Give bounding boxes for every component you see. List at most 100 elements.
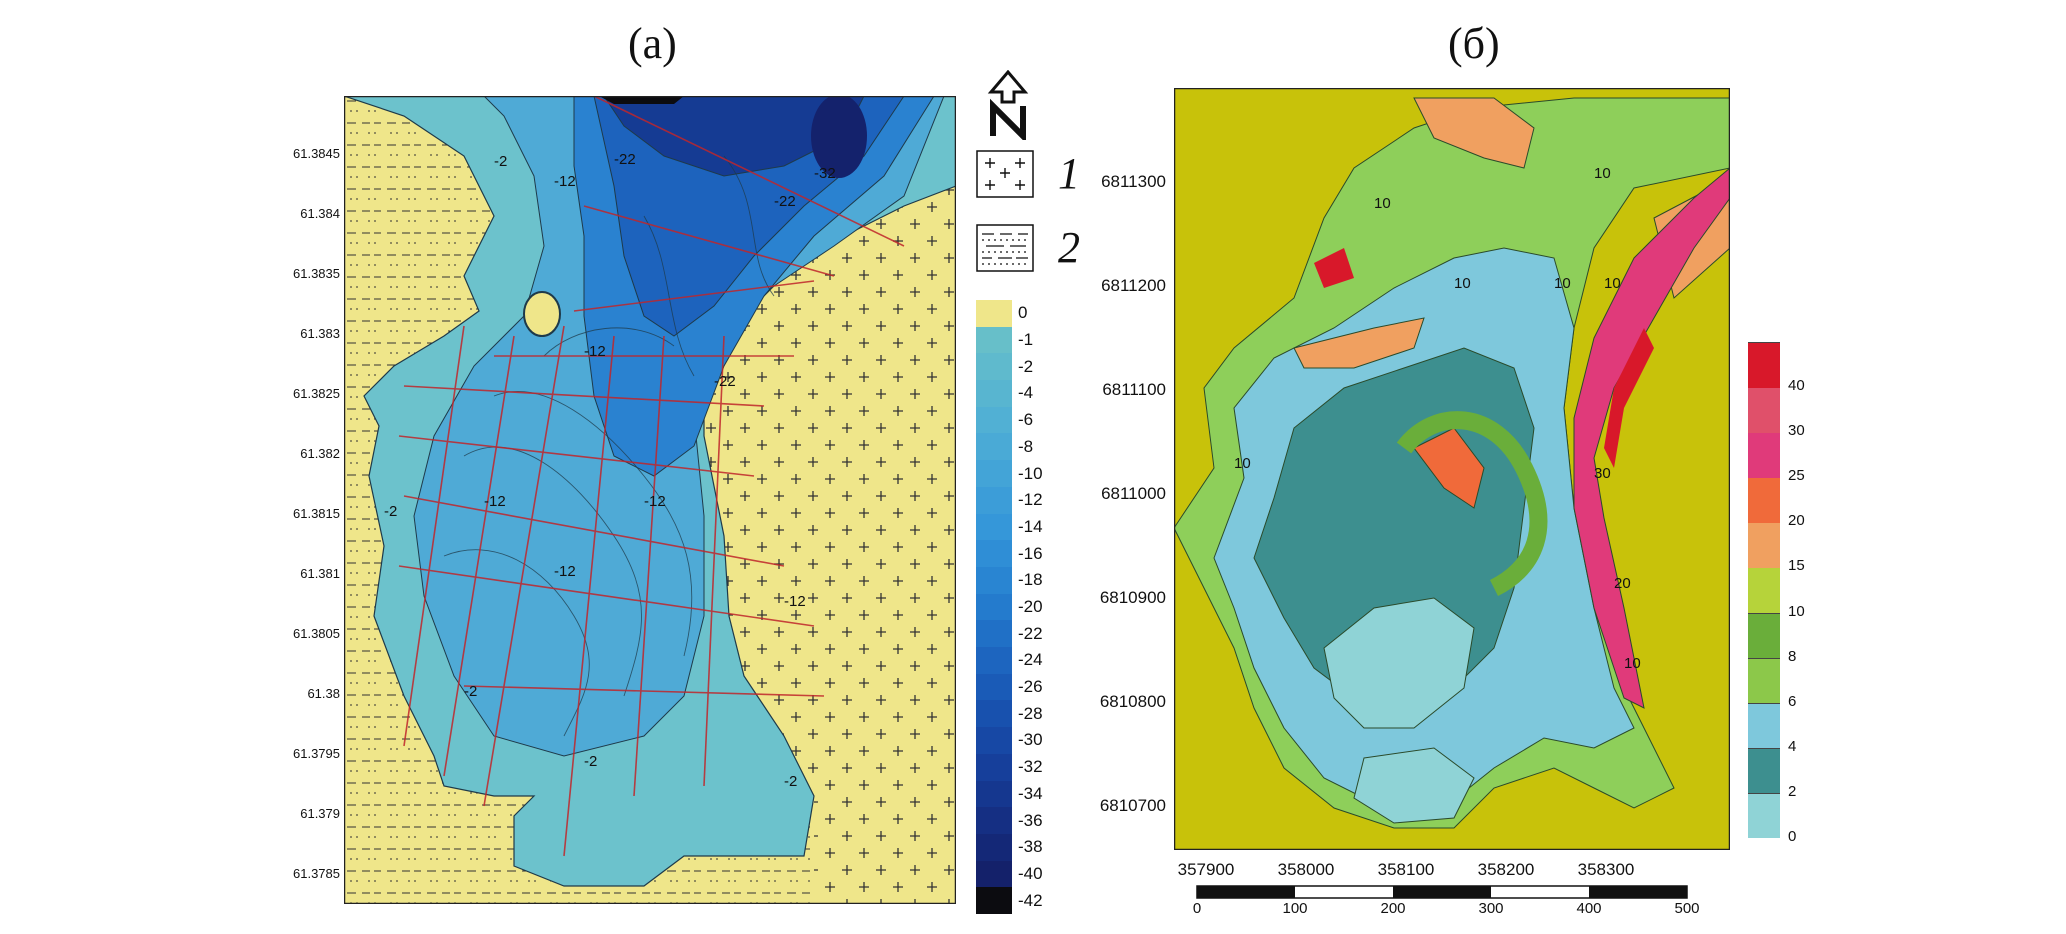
thickness-map-b: 10 10 10 10 10 10 30 20 10 bbox=[1174, 88, 1730, 850]
panel-a-title: (а) bbox=[628, 19, 677, 68]
colorbar-b-label: 15 bbox=[1788, 557, 1805, 575]
contour-label: -12 bbox=[554, 563, 576, 580]
colorbar-b-label: 40 bbox=[1788, 377, 1805, 395]
colorbar-a-label: -14 bbox=[1018, 516, 1043, 536]
colorbar-a-swatch bbox=[976, 486, 1012, 515]
colorbar-a-label: -12 bbox=[1018, 490, 1043, 510]
colorbar-b-swatch bbox=[1748, 432, 1780, 478]
zone-red-west bbox=[1314, 248, 1354, 288]
y-tick-label: 6811300 bbox=[1101, 172, 1166, 191]
zone-orange-west bbox=[1293, 317, 1425, 369]
scale-label: 200 bbox=[1380, 900, 1406, 917]
colorbar-b-swatch bbox=[1748, 657, 1780, 704]
map-b-frame bbox=[1174, 88, 1730, 850]
colorbar-a-swatch bbox=[976, 540, 1012, 568]
contour-label: -12 bbox=[584, 343, 606, 360]
y-tick-label: 6810800 bbox=[1099, 692, 1166, 711]
colorbar-a-swatch bbox=[976, 566, 1012, 595]
x-tick-label: 358000 bbox=[1277, 860, 1335, 879]
colorbar-a-swatch bbox=[976, 700, 1012, 728]
colorbar-a-label: -42 bbox=[1018, 890, 1043, 910]
colorbar-a-swatch bbox=[976, 647, 1012, 675]
contour-label: -22 bbox=[774, 193, 796, 210]
colorbar-a-label: -16 bbox=[1018, 543, 1043, 563]
colorbar-b-label: 30 bbox=[1788, 422, 1805, 440]
legend-sediment-icon bbox=[976, 224, 1034, 272]
panel-b-title: (б) bbox=[1448, 19, 1500, 68]
colorbar-b-swatch bbox=[1748, 792, 1780, 839]
zone-orange-center bbox=[1413, 427, 1485, 509]
colorbar-a-swatch bbox=[976, 380, 1012, 408]
scale-label: 400 bbox=[1576, 900, 1602, 917]
colorbar-a-swatch bbox=[976, 753, 1012, 781]
colorbar-a-label: -38 bbox=[1018, 837, 1043, 857]
colorbar-a-label: -26 bbox=[1018, 677, 1043, 697]
contour-label: 10 bbox=[1234, 455, 1251, 472]
colorbar-a-label: -32 bbox=[1018, 757, 1043, 777]
colorbar-a-label: -40 bbox=[1018, 863, 1043, 883]
colorbar-b-swatch bbox=[1748, 567, 1780, 614]
colorbar-a-swatch bbox=[976, 326, 1012, 354]
y-tick-label: 6810700 bbox=[1099, 796, 1166, 815]
scale-bar bbox=[1196, 885, 1688, 899]
contour-label: 10 bbox=[1454, 275, 1471, 292]
x-tick-label: 357900 bbox=[1177, 860, 1235, 879]
contour-label: 10 bbox=[1374, 195, 1391, 212]
x-tick-label: 358200 bbox=[1477, 860, 1535, 879]
colorbar-a-label: -36 bbox=[1018, 810, 1043, 830]
y-tick-label: 61.3785 bbox=[293, 866, 340, 881]
y-tick-label: 61.3845 bbox=[293, 146, 340, 161]
colorbar-a-label: -1 bbox=[1018, 330, 1034, 350]
contour-label: 20 bbox=[1614, 575, 1631, 592]
y-tick-label: 61.382 bbox=[300, 446, 340, 461]
contour-label: -2 bbox=[494, 153, 507, 170]
y-tick-label: 6811200 bbox=[1101, 276, 1166, 295]
colorbar-a-swatch bbox=[976, 353, 1012, 381]
colorbar-a-swatch bbox=[976, 620, 1012, 648]
colorbar-a-swatch bbox=[976, 460, 1012, 488]
colorbar-a-label: -10 bbox=[1018, 463, 1043, 483]
colorbar-a-swatch bbox=[976, 860, 1012, 888]
colorbar-a-swatch bbox=[976, 727, 1012, 755]
y-tick-label: 6810900 bbox=[1099, 588, 1166, 607]
zone-orange-north bbox=[1413, 97, 1535, 169]
colorbar-b-swatch bbox=[1748, 612, 1780, 659]
colorbar-b-label: 6 bbox=[1788, 692, 1797, 710]
y-tick-label: 61.384 bbox=[300, 206, 340, 221]
bathymetric-map-a: -2 -12 -22 -32 -22 -12 -22 -12 -12 -2 -1… bbox=[344, 96, 956, 904]
colorbar-b-swatch bbox=[1748, 522, 1780, 568]
colorbar-a-swatch bbox=[976, 807, 1012, 835]
y-tick-label: 61.3835 bbox=[293, 266, 340, 281]
survey-lines bbox=[398, 96, 905, 857]
granite-area bbox=[704, 186, 956, 904]
colorbar-b-swatch bbox=[1748, 747, 1780, 794]
north-arrow-icon bbox=[987, 70, 1029, 140]
colorbar-b-label: 8 bbox=[1788, 647, 1797, 665]
colorbar-b-swatch bbox=[1748, 387, 1780, 433]
colorbar-b-label: 10 bbox=[1788, 602, 1805, 620]
colorbar-b-label: 20 bbox=[1788, 512, 1805, 530]
legend-item-1-number: 1 bbox=[1058, 149, 1080, 198]
legend-item-2-number: 2 bbox=[1058, 223, 1080, 272]
colorbar-a-swatch bbox=[976, 673, 1012, 701]
colorbar-b-swatch bbox=[1748, 477, 1780, 523]
colorbar-b-swatch bbox=[1748, 702, 1780, 749]
y-tick-label: 61.379 bbox=[300, 806, 340, 821]
zone-pale-2 bbox=[1353, 747, 1475, 824]
colorbar-a-label: -24 bbox=[1018, 650, 1043, 670]
colorbar-a-label: -20 bbox=[1018, 597, 1043, 616]
colorbar-a-label: -18 bbox=[1018, 570, 1043, 590]
y-tick-label: 61.3815 bbox=[293, 506, 340, 521]
black-hole bbox=[599, 96, 684, 104]
y-tick-label: 61.38 bbox=[307, 686, 340, 701]
colorbar-a-label: -28 bbox=[1018, 703, 1043, 723]
contour-label: -2 bbox=[384, 503, 397, 520]
colorbar-a-swatch bbox=[976, 300, 1012, 328]
colorbar-b-label: 25 bbox=[1788, 467, 1805, 485]
contour-label-group: -2 -12 -22 -32 -22 -12 -22 -12 -12 -2 -1… bbox=[384, 151, 836, 790]
legend-granite-icon bbox=[976, 150, 1034, 198]
scale-label: 500 bbox=[1674, 900, 1700, 917]
colorbar-a-swatch bbox=[976, 780, 1012, 808]
contour-label: 10 bbox=[1594, 165, 1611, 182]
zone-red-core bbox=[1604, 328, 1654, 468]
